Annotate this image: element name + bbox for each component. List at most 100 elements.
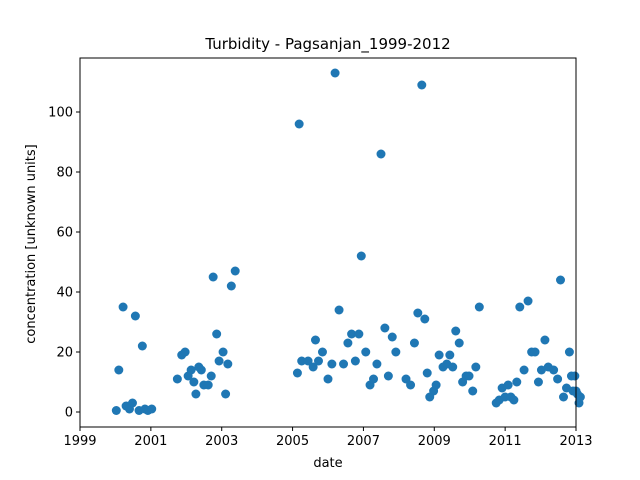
data-point — [383, 371, 393, 381]
y-tick-label: 0 — [65, 406, 73, 421]
data-point — [114, 365, 124, 375]
x-tick-label: 2013 — [559, 434, 592, 449]
data-point — [111, 406, 121, 415]
data-point — [343, 338, 353, 348]
data-point — [503, 380, 513, 390]
data-point — [294, 119, 304, 129]
x-tick-label: 2009 — [418, 434, 451, 449]
plot-frame — [79, 57, 577, 428]
x-tick-label: 2005 — [276, 434, 309, 449]
data-point — [406, 380, 416, 390]
data-point — [350, 356, 360, 366]
data-point — [297, 356, 307, 366]
data-point — [191, 389, 201, 399]
data-point — [519, 365, 529, 375]
y-axis-label: concentration [unknown units] — [24, 144, 39, 343]
data-point — [303, 356, 313, 366]
data-point — [530, 347, 540, 357]
data-point — [422, 368, 432, 378]
y-axis-ticks: 0 20 40 60 80 100 — [48, 106, 80, 421]
data-point — [226, 281, 236, 291]
data-point — [230, 266, 240, 276]
y-tick-label: 40 — [56, 286, 73, 301]
data-point — [339, 359, 349, 369]
data-point — [391, 347, 401, 357]
data-point — [564, 347, 574, 357]
data-point — [523, 296, 533, 306]
data-point — [445, 350, 455, 360]
data-point — [540, 335, 550, 345]
y-tick-label: 60 — [56, 226, 73, 241]
data-point — [515, 302, 525, 312]
x-axis-ticks: 1999 2001 2003 2005 2007 2009 2011 2013 — [63, 427, 593, 449]
data-point — [218, 347, 228, 357]
data-point — [512, 377, 522, 387]
data-point — [308, 362, 318, 372]
data-point — [310, 335, 320, 345]
data-point — [203, 380, 213, 390]
data-point — [533, 377, 543, 387]
data-point — [196, 365, 206, 375]
x-tick-label: 2007 — [347, 434, 380, 449]
data-point — [361, 347, 371, 357]
y-tick-label: 20 — [56, 346, 73, 361]
data-point — [549, 365, 559, 375]
data-point — [575, 392, 585, 402]
data-point — [556, 275, 566, 285]
data-point — [118, 302, 128, 312]
data-point — [570, 371, 580, 381]
x-tick-label: 2003 — [205, 434, 238, 449]
y-tick-label: 80 — [56, 166, 73, 181]
data-point — [147, 404, 157, 414]
x-tick-label: 2001 — [134, 434, 167, 449]
data-point — [347, 329, 357, 339]
data-point — [330, 68, 340, 78]
data-point — [327, 359, 337, 369]
data-point — [180, 347, 190, 357]
data-point — [137, 341, 147, 351]
data-point — [380, 323, 390, 333]
y-tick-label: 100 — [48, 106, 73, 121]
data-point — [413, 308, 423, 318]
data-point — [206, 371, 216, 381]
data-point — [417, 80, 427, 90]
data-point — [127, 398, 137, 408]
data-point — [420, 314, 430, 324]
data-point — [223, 359, 233, 369]
data-point — [130, 311, 140, 321]
data-point — [448, 362, 458, 372]
data-point — [553, 374, 563, 384]
data-point — [334, 305, 344, 315]
data-point — [172, 374, 182, 384]
data-point — [559, 392, 569, 402]
data-point — [292, 368, 302, 378]
data-point — [214, 356, 224, 366]
data-point — [376, 149, 386, 159]
chart-title: Turbidity - Pagsanjan_1999-2012 — [204, 35, 450, 54]
data-point — [212, 329, 222, 339]
data-point — [369, 374, 379, 384]
data-point — [468, 386, 478, 396]
data-point — [536, 365, 546, 375]
data-point — [317, 347, 327, 357]
data-point — [313, 356, 323, 366]
data-point — [208, 272, 218, 282]
data-point — [431, 380, 441, 390]
x-tick-label: 1999 — [63, 434, 96, 449]
data-point — [464, 371, 474, 381]
data-point — [387, 332, 397, 342]
x-tick-label: 2011 — [489, 434, 522, 449]
data-point — [509, 395, 519, 405]
data-point — [221, 389, 231, 399]
data-point — [434, 350, 444, 360]
data-point — [372, 359, 382, 369]
data-point — [409, 338, 419, 348]
data-point — [354, 329, 364, 339]
x-axis-label: date — [313, 456, 342, 471]
data-point — [323, 374, 333, 384]
data-point — [189, 377, 199, 387]
data-point — [186, 365, 196, 375]
data-point — [454, 338, 464, 348]
data-point — [474, 302, 484, 312]
